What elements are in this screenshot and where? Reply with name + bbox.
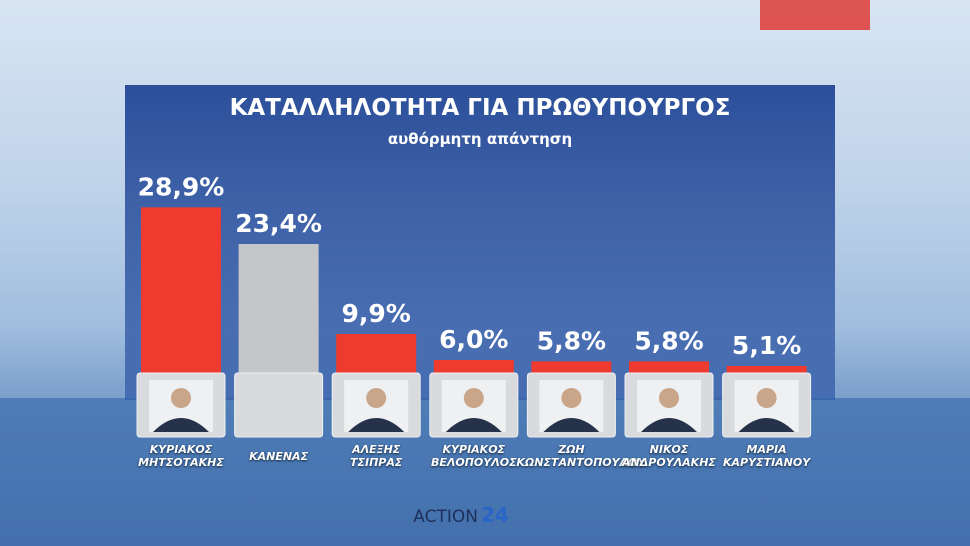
subtitle: αυθόρμητη απάντηση bbox=[388, 130, 572, 148]
photo-frame bbox=[234, 372, 324, 438]
brand-number: 24 bbox=[481, 503, 509, 527]
photo-head bbox=[756, 388, 777, 408]
brand-name: ACTION bbox=[413, 507, 478, 527]
category-label: ΑΛΕΞΗΣ ΤΣΙΠΡΑΣ bbox=[349, 443, 403, 469]
bar bbox=[141, 207, 221, 400]
photo-body bbox=[348, 418, 405, 432]
value-label: 5,8% bbox=[537, 326, 606, 355]
title: ΚΑΤΑΛΛΗΛΟΤΗΤΑ ΓΙΑ ΠΡΩΘΥΠΟΥΡΓΟΣ bbox=[230, 95, 731, 121]
value-label: 5,1% bbox=[732, 331, 801, 360]
value-label: 9,9% bbox=[342, 299, 411, 328]
value-label: 5,8% bbox=[634, 326, 703, 355]
photo-body bbox=[543, 418, 600, 432]
value-label: 28,9% bbox=[138, 172, 225, 201]
photo-body bbox=[153, 418, 209, 432]
value-label: 6,0% bbox=[439, 325, 508, 354]
photo-body bbox=[738, 418, 795, 432]
category-label: ΚΥΡΙΑΚΟΣ ΒΕΛΟΠΟΥΛΟΣ bbox=[430, 443, 517, 469]
photo-head bbox=[366, 388, 387, 408]
photo-head bbox=[171, 388, 191, 408]
photo-body bbox=[445, 418, 502, 432]
photo-body bbox=[641, 418, 697, 432]
deco bbox=[760, 0, 870, 30]
category-label: ΝΙΚΟΣ ΑΝΔΡΟΥΛΑΚΗΣ bbox=[622, 443, 716, 469]
photo-head bbox=[463, 388, 484, 408]
value-label: 23,4% bbox=[235, 209, 322, 238]
category-label: ΜΑΡΙΑ ΚΑΡΥΣΤΙΑΝΟΥ bbox=[722, 443, 811, 469]
category-label: ΖΩΗ ΚΩΝΣΤΑΝΤΟΠΟΥΛΟΥ bbox=[516, 443, 646, 469]
photo-head bbox=[659, 388, 679, 408]
photo-head bbox=[561, 388, 582, 408]
category-label: ΚΑΝΕΝΑΣ bbox=[249, 450, 309, 463]
category-label: ΚΥΡΙΑΚΟΣ ΜΗΤΣΟΤΑΚΗΣ bbox=[138, 443, 224, 469]
